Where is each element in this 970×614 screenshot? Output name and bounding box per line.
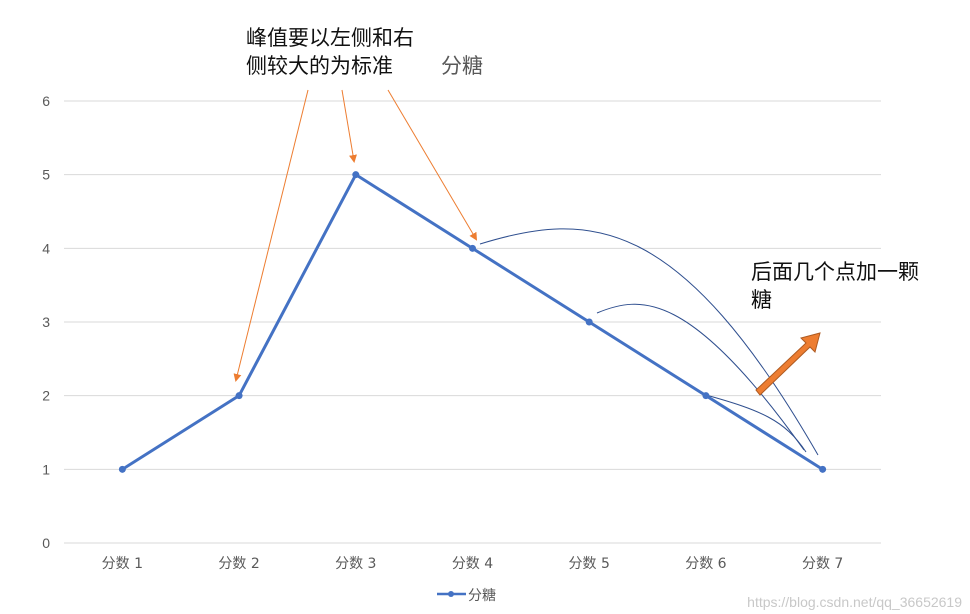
x-tick-label: 分数 1 (102, 556, 143, 572)
y-tick-label: 4 (42, 240, 50, 256)
annotation-curve-1 (479, 228, 819, 456)
x-tick-label: 分数 4 (452, 556, 493, 572)
data-point (819, 465, 827, 473)
add-candy-arrow (755, 332, 821, 396)
data-point (469, 244, 476, 252)
peak-arrow-1 (233, 89, 309, 382)
peak-note: 峰值要以左侧和右 侧较大的为标准 (246, 24, 414, 80)
legend: 分糖 (437, 588, 496, 604)
candy-note-line-1: 后面几个点加一颗 (751, 260, 919, 284)
data-point (585, 318, 593, 326)
y-tick-label: 1 (42, 461, 50, 477)
chart-title: 分糖 (441, 54, 483, 78)
y-axis-tick-labels: 0 1 2 3 4 5 6 (42, 93, 50, 551)
data-point (235, 392, 243, 400)
candy-note: 后面几个点加一颗 糖 (751, 258, 919, 314)
gridlines (64, 100, 881, 544)
annotation-curve-2 (596, 303, 805, 451)
x-tick-label: 分数 5 (569, 556, 610, 572)
legend-swatch-marker (448, 591, 454, 597)
annotation-curves (479, 228, 819, 456)
watermark: https://blog.csdn.net/qq_36652619 (747, 594, 962, 610)
peak-arrow-3 (387, 89, 478, 241)
x-axis-tick-labels: 分数 1 分数 2 分数 3 分数 4 分数 5 分数 6 分数 7 (102, 556, 844, 572)
peak-arrow-2 (341, 89, 357, 163)
x-tick-label: 分数 7 (802, 556, 843, 572)
y-tick-label: 0 (42, 535, 50, 551)
peak-note-line-2: 侧较大的为标准 (246, 54, 393, 78)
y-tick-label: 6 (42, 93, 50, 109)
data-point (118, 465, 126, 473)
peak-note-line-1: 峰值要以左侧和右 (246, 26, 414, 50)
data-point (702, 392, 710, 400)
x-tick-label: 分数 2 (218, 556, 259, 572)
candy-note-line-2: 糖 (751, 288, 772, 312)
x-tick-label: 分数 6 (685, 556, 726, 572)
legend-label: 分糖 (468, 588, 496, 604)
annotation-curve-3 (705, 394, 807, 453)
y-tick-label: 3 (42, 314, 50, 330)
peak-note-arrows (233, 89, 478, 382)
x-tick-label: 分数 3 (335, 556, 376, 572)
data-point (352, 171, 360, 179)
series-layer (118, 171, 827, 473)
y-tick-label: 5 (42, 167, 50, 183)
y-tick-label: 2 (42, 388, 50, 404)
